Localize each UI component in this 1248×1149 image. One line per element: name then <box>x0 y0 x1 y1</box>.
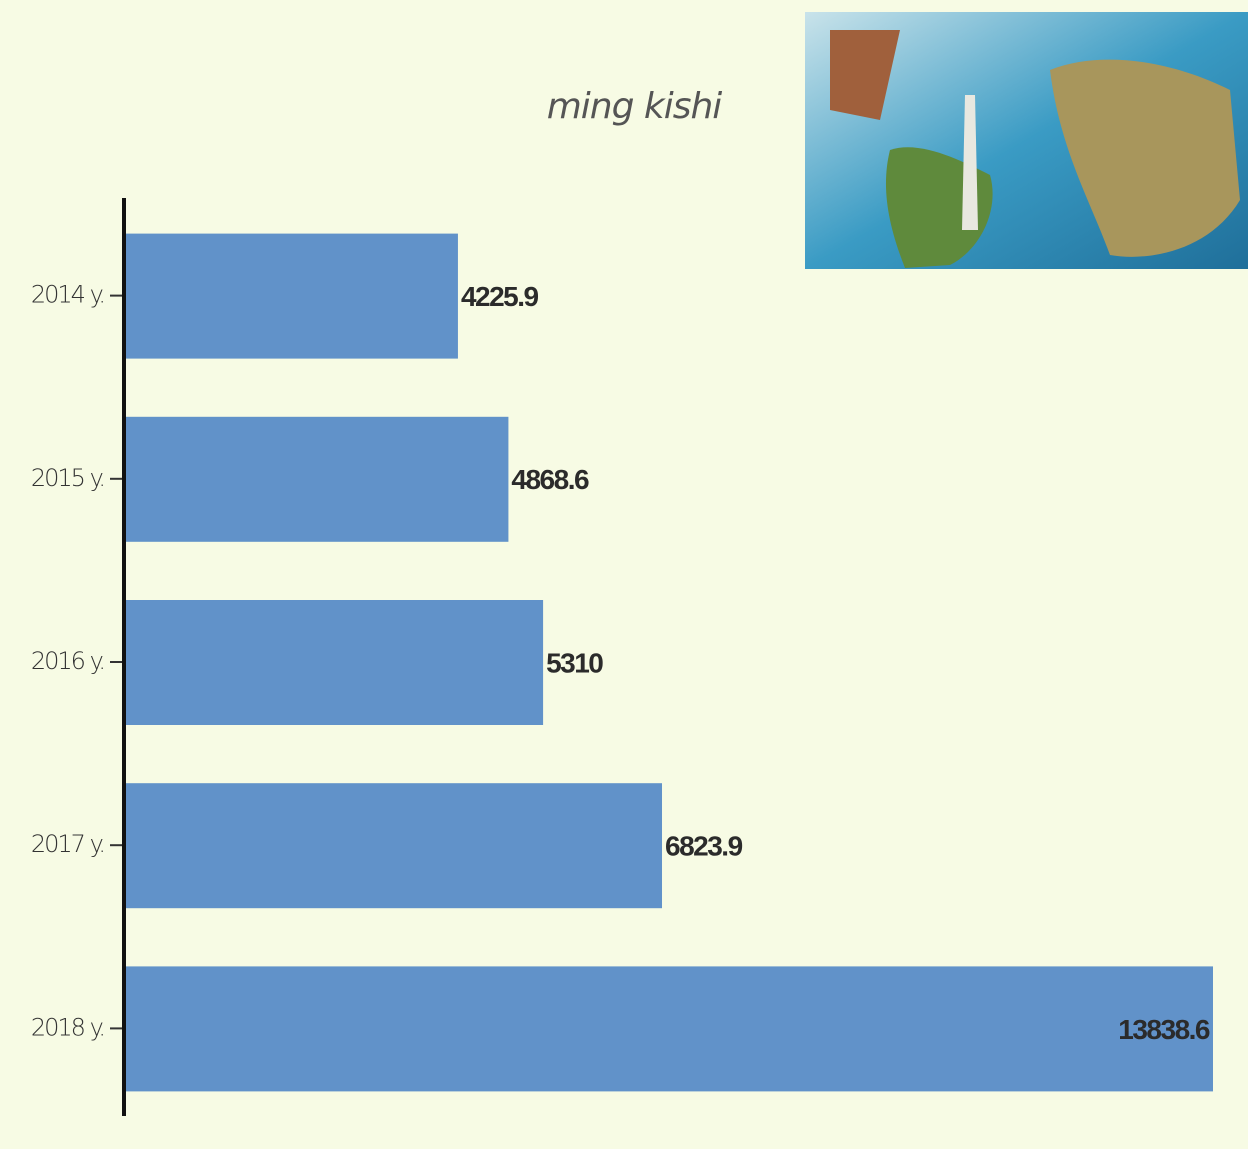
chart-title: ming kishi <box>547 86 723 127</box>
bar <box>126 783 662 908</box>
chart: ming kishi 2014 y. 4225.9 2015 y. 4868.6 201… <box>0 0 1248 1149</box>
page: {"chart_data": {"type": "bar", "orientat… <box>0 0 1248 1149</box>
y-tick-label: 2014 y. <box>31 281 104 309</box>
bar <box>126 600 543 725</box>
bar <box>126 417 508 542</box>
y-tick-label: 2017 y. <box>31 830 104 858</box>
value-label: 5310 <box>546 647 603 678</box>
y-tick-label: 2018 y. <box>31 1013 104 1041</box>
value-label: 6823.9 <box>665 831 743 862</box>
bar <box>126 234 458 359</box>
value-label: 4225.9 <box>461 281 539 312</box>
value-label: 13838.6 <box>1118 1014 1210 1045</box>
y-tick-label: 2015 y. <box>31 464 104 492</box>
bar <box>126 966 1213 1091</box>
world-map-picture <box>805 12 1248 269</box>
y-tick-label: 2016 y. <box>31 647 104 675</box>
value-label: 4868.6 <box>511 464 589 495</box>
